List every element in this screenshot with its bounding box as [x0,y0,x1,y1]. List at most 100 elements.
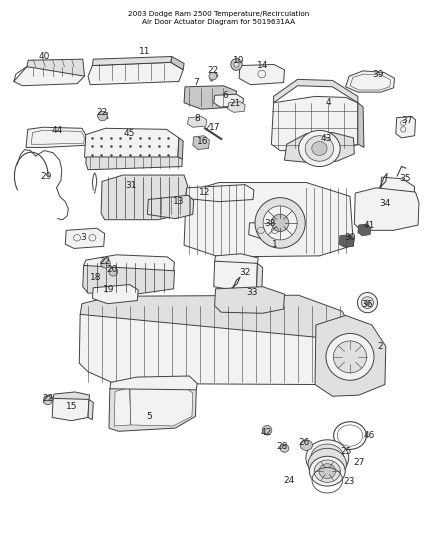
Polygon shape [26,127,86,148]
Ellipse shape [333,341,367,373]
Polygon shape [14,67,85,86]
Text: 2: 2 [377,342,382,351]
Polygon shape [184,86,237,109]
Ellipse shape [109,268,118,276]
Polygon shape [53,392,90,399]
Ellipse shape [314,460,340,482]
Polygon shape [27,59,85,76]
Polygon shape [171,56,184,70]
Text: 13: 13 [173,197,184,206]
Polygon shape [84,255,174,271]
Text: 25: 25 [340,447,351,456]
Text: 30: 30 [344,233,356,242]
Polygon shape [110,376,197,390]
Text: 27: 27 [353,458,364,466]
Text: 39: 39 [373,70,384,78]
Text: 41: 41 [364,221,375,230]
Polygon shape [249,222,296,240]
Text: 26: 26 [298,439,310,448]
Polygon shape [101,258,111,265]
Polygon shape [92,285,138,304]
Text: 38: 38 [265,220,276,229]
Text: 29: 29 [41,172,52,181]
Ellipse shape [209,72,217,80]
Polygon shape [88,399,93,419]
Text: 44: 44 [52,126,63,135]
Text: 18: 18 [90,273,102,281]
Text: 42: 42 [261,428,272,437]
Polygon shape [396,117,416,138]
Polygon shape [83,261,174,294]
Text: 17: 17 [209,123,220,132]
Polygon shape [381,177,415,203]
Text: 21: 21 [229,99,240,108]
Text: 22: 22 [97,108,108,117]
Text: 19: 19 [103,285,115,294]
Polygon shape [354,188,419,230]
Polygon shape [346,71,395,92]
Polygon shape [109,382,196,431]
Text: 36: 36 [361,300,372,309]
Polygon shape [79,304,354,384]
Text: 7: 7 [194,77,199,86]
Polygon shape [86,157,182,169]
Text: 34: 34 [379,199,391,208]
Text: Air Door Actuator Diagram for 5019631AA: Air Door Actuator Diagram for 5019631AA [142,19,296,25]
Polygon shape [209,72,218,82]
Ellipse shape [43,396,52,405]
Ellipse shape [305,136,334,161]
Text: 14: 14 [257,61,268,70]
Text: 31: 31 [125,181,137,190]
Polygon shape [215,254,258,263]
Ellipse shape [280,445,289,453]
Polygon shape [130,386,193,426]
Polygon shape [80,295,355,341]
Polygon shape [274,79,358,103]
Text: 37: 37 [401,116,413,125]
Text: 46: 46 [364,431,375,440]
Polygon shape [186,184,254,201]
Ellipse shape [101,259,110,268]
Polygon shape [52,396,89,421]
Polygon shape [358,224,371,236]
Ellipse shape [255,198,305,248]
Polygon shape [215,287,285,313]
Ellipse shape [312,142,327,156]
Text: 6: 6 [223,91,229,100]
Text: 16: 16 [197,136,208,146]
Text: 3: 3 [81,233,87,242]
Text: 35: 35 [399,174,410,183]
Polygon shape [148,195,194,219]
Text: 24: 24 [283,476,294,484]
Polygon shape [178,138,183,159]
Ellipse shape [365,300,370,305]
Ellipse shape [272,214,289,232]
Ellipse shape [311,444,344,472]
Polygon shape [65,228,105,248]
Text: 20: 20 [107,265,118,274]
Text: 4: 4 [325,98,331,107]
Ellipse shape [234,62,239,67]
Ellipse shape [262,425,272,435]
Ellipse shape [308,448,346,480]
Polygon shape [114,387,131,426]
Text: 22: 22 [100,257,111,265]
Polygon shape [358,103,364,148]
Polygon shape [99,112,108,119]
Ellipse shape [326,334,374,380]
Polygon shape [92,56,172,66]
Text: 8: 8 [194,114,200,123]
Polygon shape [43,395,53,402]
Ellipse shape [357,293,378,313]
Text: 22: 22 [42,394,53,403]
Text: 45: 45 [124,129,135,138]
Polygon shape [88,62,183,85]
Text: 10: 10 [233,56,244,64]
Text: 23: 23 [343,478,355,486]
Text: 33: 33 [246,287,258,296]
Text: 15: 15 [66,402,77,411]
Polygon shape [193,136,209,150]
Polygon shape [101,175,187,220]
Polygon shape [228,102,245,112]
Polygon shape [257,263,263,291]
